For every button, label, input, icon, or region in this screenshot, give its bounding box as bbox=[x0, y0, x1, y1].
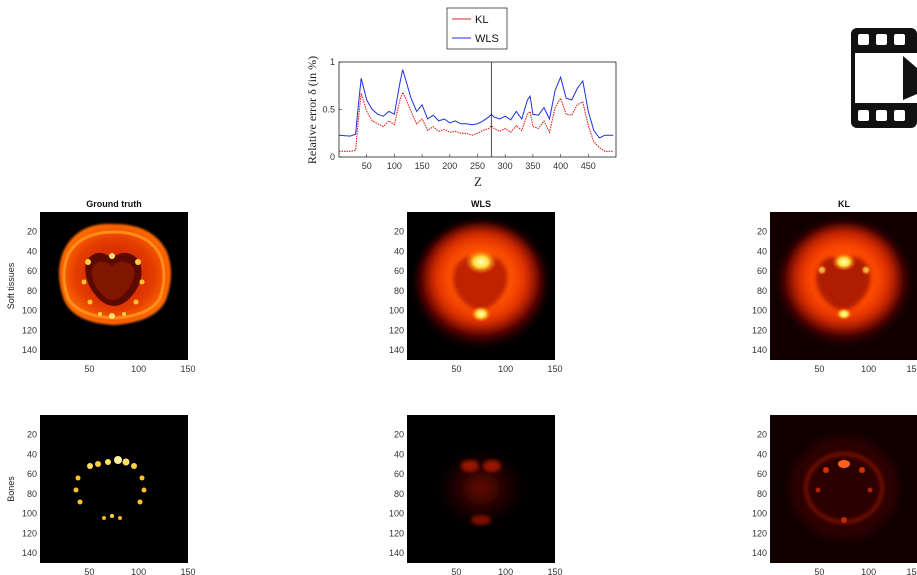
x-tick-label: 150 bbox=[415, 161, 430, 171]
heatmap-y-tick-label: 140 bbox=[22, 345, 37, 355]
x-tick-label: 100 bbox=[387, 161, 402, 171]
row-label-bones: Bones bbox=[6, 476, 16, 502]
heatmap-y-tick-label: 80 bbox=[394, 489, 404, 499]
heatmap-y-tick-label: 60 bbox=[27, 469, 37, 479]
heatmap-bones-wls-image bbox=[407, 415, 555, 563]
heatmap-y-tick-label: 20 bbox=[27, 430, 37, 440]
heatmap-y-tick-label: 80 bbox=[27, 286, 37, 296]
heatmap-y-tick-label: 60 bbox=[394, 266, 404, 276]
heatmap-y-tick-label: 60 bbox=[757, 266, 767, 276]
heatmap-x-tick-label: 100 bbox=[861, 567, 876, 575]
heatmap-y-tick-label: 100 bbox=[389, 306, 404, 316]
heatmap-x-tick-label: 150 bbox=[547, 364, 562, 374]
heatmap-y-tick-label: 120 bbox=[389, 528, 404, 538]
x-axis-label: Z bbox=[474, 174, 482, 189]
heatmap-y-tick-label: 60 bbox=[394, 469, 404, 479]
series-kl-line bbox=[339, 91, 614, 152]
x-tick-label: 200 bbox=[442, 161, 457, 171]
x-tick-label: 250 bbox=[470, 161, 485, 171]
heatmap-y-tick-label: 20 bbox=[757, 227, 767, 237]
heatmap-x-tick-label: 50 bbox=[814, 567, 824, 575]
line-plot-area bbox=[338, 61, 617, 158]
heatmap-y-tick-label: 40 bbox=[394, 246, 404, 256]
heatmap-y-tick-label: 120 bbox=[22, 325, 37, 335]
y-tick-label: 0.5 bbox=[322, 105, 335, 115]
x-tick-label: 50 bbox=[362, 161, 372, 171]
y-tick-label: 1 bbox=[330, 57, 335, 67]
heatmap-y-tick-label: 40 bbox=[394, 449, 404, 459]
x-tick-label: 350 bbox=[525, 161, 540, 171]
heatmap-title-wls: WLS bbox=[471, 199, 491, 209]
legend-label-wls: WLS bbox=[475, 33, 499, 45]
film-strip-play-icon[interactable] bbox=[851, 28, 917, 128]
heatmap-x-tick-label: 50 bbox=[814, 364, 824, 374]
heatmap-y-tick-label: 60 bbox=[757, 469, 767, 479]
heatmap-x-tick-label: 100 bbox=[131, 364, 146, 374]
heatmap-y-tick-label: 140 bbox=[752, 548, 767, 558]
heatmap-x-tick-label: 150 bbox=[906, 364, 917, 374]
heatmap-x-tick-label: 150 bbox=[180, 567, 195, 575]
y-axis-label: Relative error δ (in %) bbox=[305, 56, 319, 164]
heatmap-y-tick-label: 120 bbox=[752, 528, 767, 538]
heatmap-x-tick-label: 150 bbox=[906, 567, 917, 575]
heatmap-y-tick-label: 80 bbox=[394, 286, 404, 296]
heatmap-title-kl: KL bbox=[838, 199, 850, 209]
heatmap-y-tick-label: 20 bbox=[394, 430, 404, 440]
heatmap-y-tick-label: 80 bbox=[27, 489, 37, 499]
heatmap-soft-kl-image bbox=[770, 212, 917, 360]
heatmap-soft-ground-truth-image bbox=[40, 212, 188, 360]
heatmap-y-tick-label: 140 bbox=[22, 548, 37, 558]
heatmap-y-tick-label: 100 bbox=[22, 306, 37, 316]
heatmap-x-tick-label: 50 bbox=[84, 567, 94, 575]
heatmap-y-tick-label: 120 bbox=[752, 325, 767, 335]
heatmap-y-tick-label: 20 bbox=[394, 227, 404, 237]
heatmap-bones-kl-image bbox=[770, 415, 917, 563]
heatmap-x-tick-label: 50 bbox=[84, 364, 94, 374]
relative-error-line-chart: 0 0.5 1 50 100 150 200 250 300 350 400 450 Z Relat… bbox=[305, 7, 617, 189]
heatmap-y-tick-label: 80 bbox=[757, 286, 767, 296]
heatmap-soft-wls-image bbox=[407, 212, 555, 360]
heatmap-y-tick-label: 40 bbox=[27, 449, 37, 459]
heatmap-x-tick-label: 100 bbox=[861, 364, 876, 374]
heatmap-y-tick-label: 40 bbox=[757, 449, 767, 459]
legend-label-kl: KL bbox=[475, 14, 488, 26]
heatmap-x-tick-label: 100 bbox=[498, 364, 513, 374]
heatmap-title-ground-truth: Ground truth bbox=[86, 199, 142, 209]
chart-legend: KL WLS bbox=[446, 7, 508, 50]
heatmap-y-tick-label: 20 bbox=[27, 227, 37, 237]
heatmap-y-tick-label: 100 bbox=[389, 509, 404, 519]
heatmap-y-tick-label: 120 bbox=[22, 528, 37, 538]
heatmap-y-tick-label: 60 bbox=[27, 266, 37, 276]
legend-box bbox=[446, 7, 508, 50]
x-tick-label: 450 bbox=[581, 161, 596, 171]
heatmap-bones-ground-truth-image bbox=[40, 415, 188, 563]
heatmap-y-tick-label: 40 bbox=[27, 246, 37, 256]
heatmap-x-tick-label: 150 bbox=[547, 567, 562, 575]
heatmap-y-tick-label: 140 bbox=[389, 548, 404, 558]
heatmap-x-tick-label: 100 bbox=[131, 567, 146, 575]
heatmap-y-tick-label: 100 bbox=[752, 509, 767, 519]
row-label-soft-tissues: Soft tissues bbox=[6, 262, 16, 309]
heatmap-y-tick-label: 20 bbox=[757, 430, 767, 440]
x-tick-label: 400 bbox=[553, 161, 568, 171]
heatmap-y-tick-label: 100 bbox=[22, 509, 37, 519]
heatmap-y-tick-label: 140 bbox=[389, 345, 404, 355]
x-tick-label: 300 bbox=[498, 161, 513, 171]
heatmap-x-tick-label: 50 bbox=[451, 364, 461, 374]
y-tick-label: 0 bbox=[330, 152, 335, 162]
heatmap-y-tick-label: 100 bbox=[752, 306, 767, 316]
heatmap-x-tick-label: 100 bbox=[498, 567, 513, 575]
heatmap-x-tick-label: 150 bbox=[180, 364, 195, 374]
heatmap-x-tick-label: 50 bbox=[451, 567, 461, 575]
heatmap-y-tick-label: 40 bbox=[757, 246, 767, 256]
heatmap-y-tick-label: 120 bbox=[389, 325, 404, 335]
heatmap-y-tick-label: 140 bbox=[752, 345, 767, 355]
heatmap-y-tick-label: 80 bbox=[757, 489, 767, 499]
series-wls-line bbox=[338, 69, 614, 139]
